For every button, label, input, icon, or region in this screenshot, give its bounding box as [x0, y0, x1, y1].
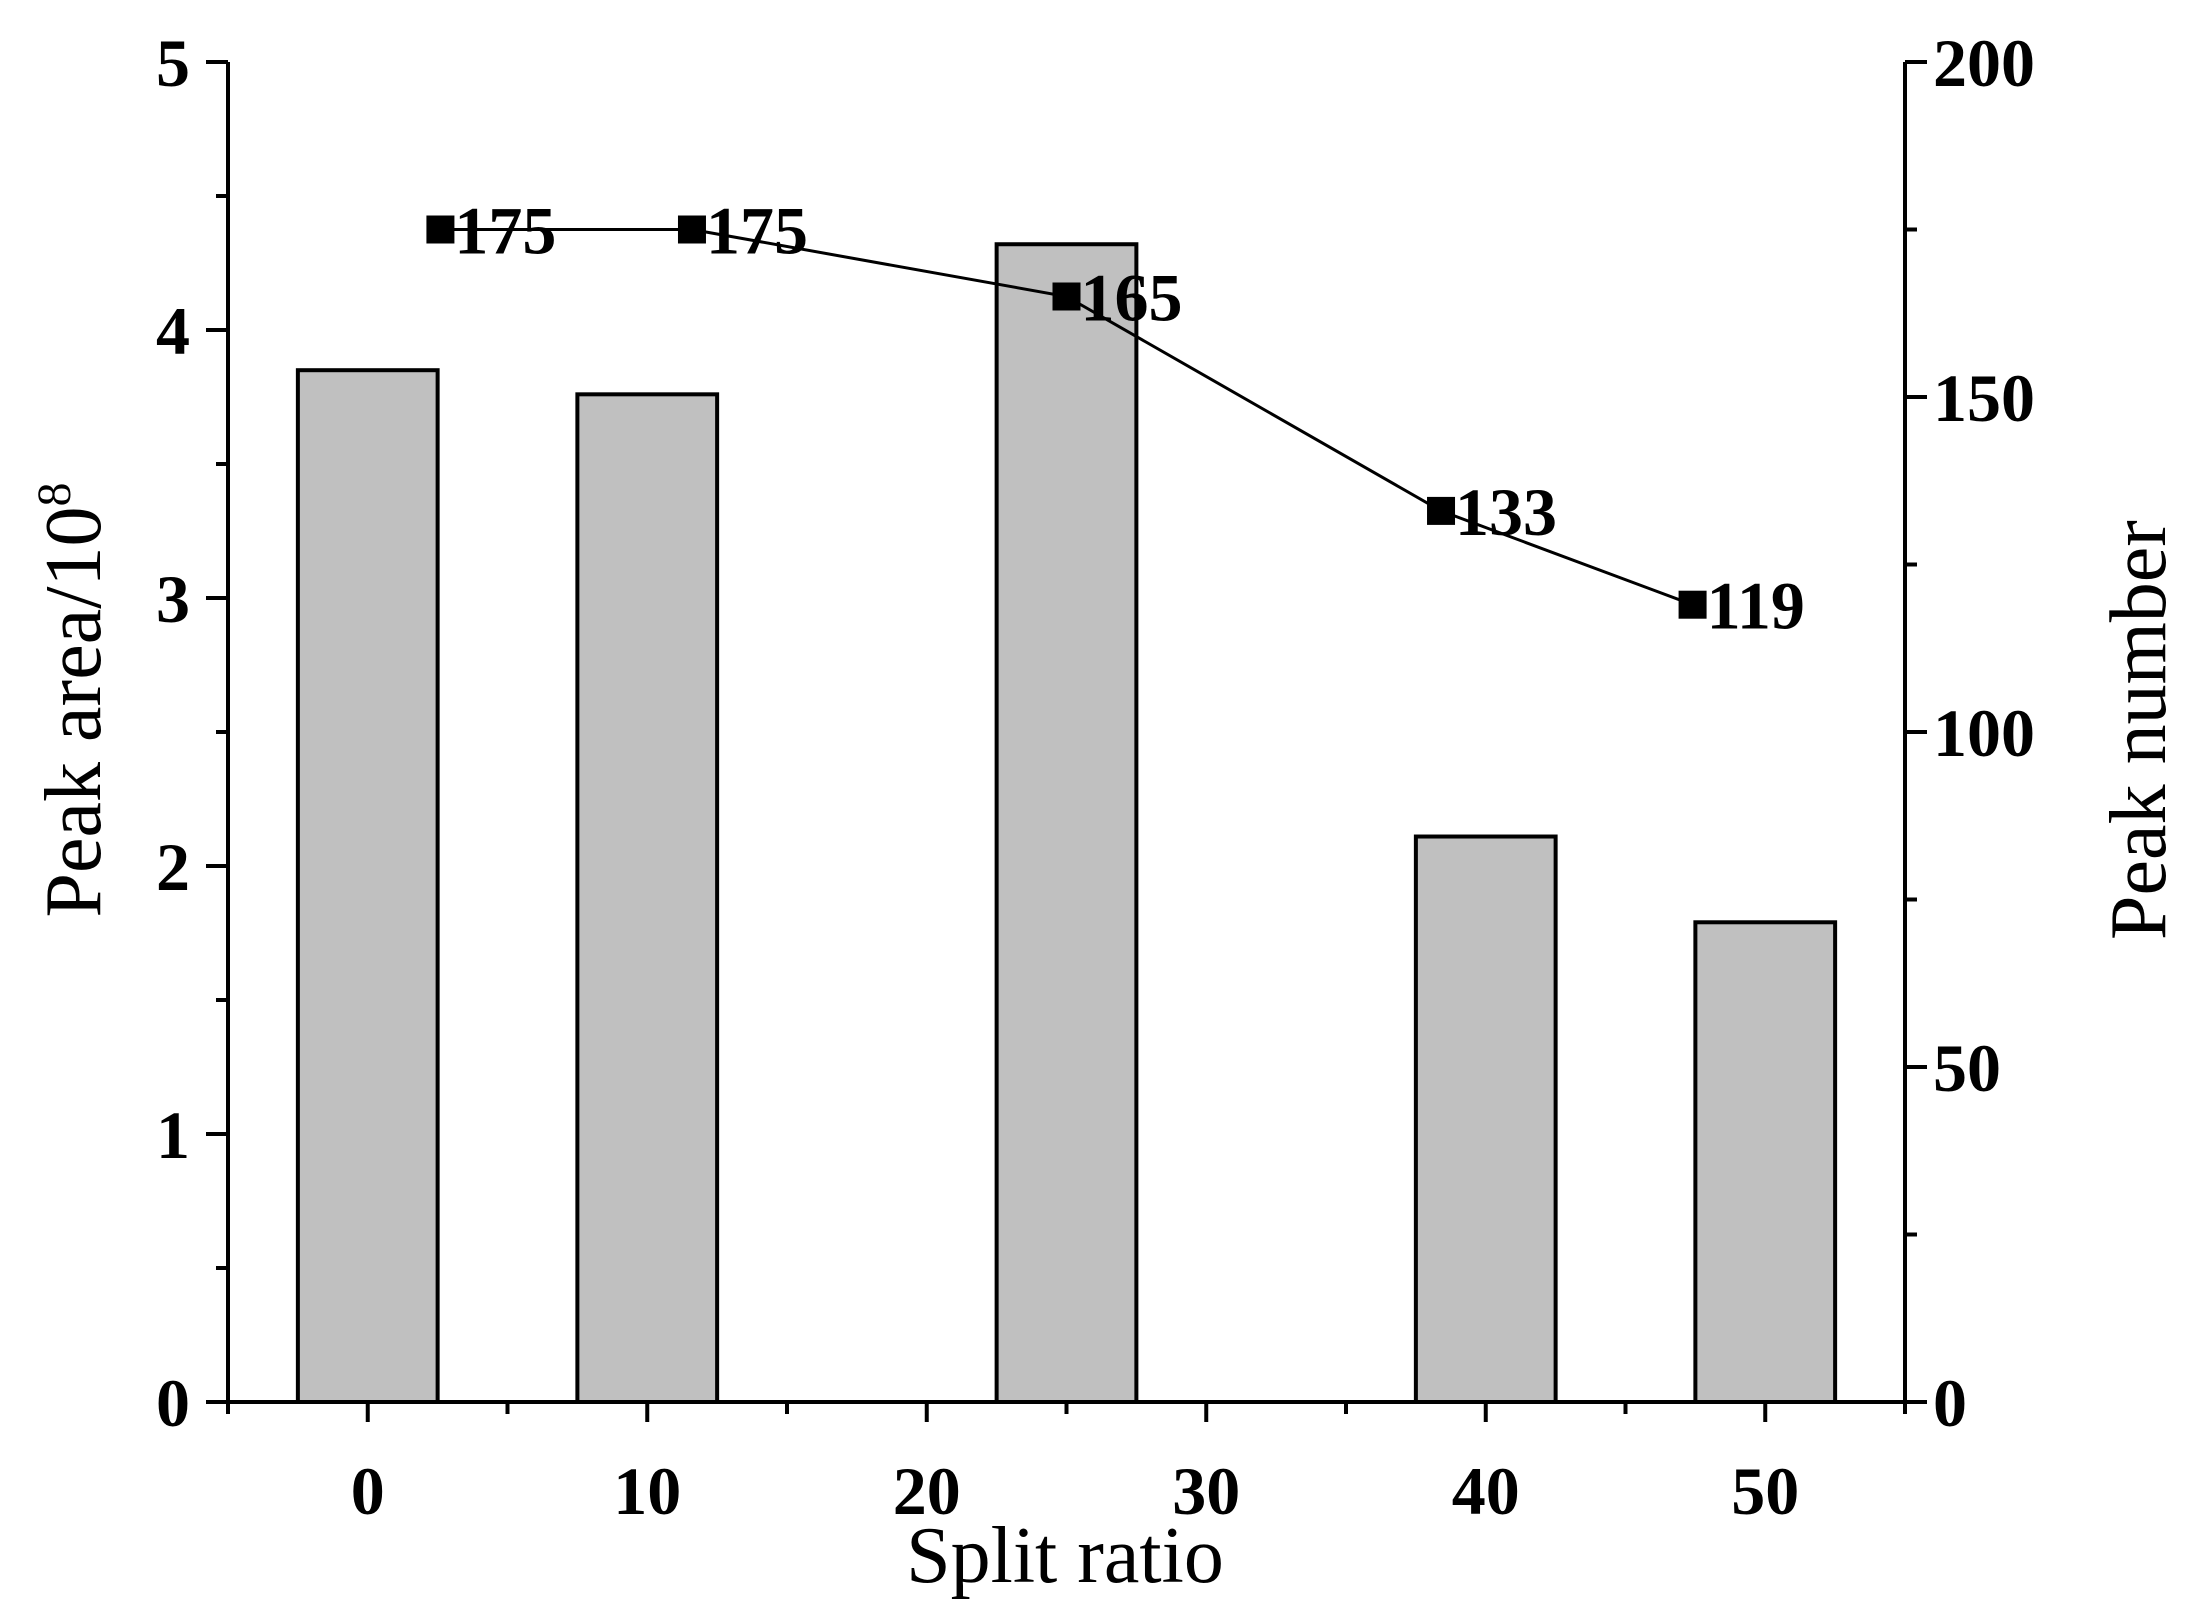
labels-layer: 175 175 165 133 119 — [454, 193, 1804, 644]
peak-number-label-0: 175 — [454, 193, 556, 269]
y-axis-left-title-text: Peak area/10 — [30, 507, 118, 918]
y-left-tick-label-4: 4 — [156, 293, 190, 369]
bar-25 — [994, 242, 1139, 1405]
bar-0 — [295, 368, 440, 1405]
bar-10 — [575, 392, 720, 1404]
peak-number-marker-3 — [1427, 496, 1456, 525]
y-right-tick-label-100: 100 — [1933, 695, 2035, 771]
y-right-tick-label-50: 50 — [1933, 1030, 2001, 1106]
x-axis-title: Split ratio — [906, 1512, 1224, 1600]
peak-number-marker-0 — [426, 215, 455, 244]
y-right-tick-label-150: 150 — [1933, 360, 2035, 436]
y-axis-right-title: Peak number — [2095, 520, 2183, 940]
x-tick-label-20: 20 — [893, 1453, 961, 1529]
x-tick-label-40: 40 — [1452, 1453, 1520, 1529]
x-tick-label-10: 10 — [613, 1453, 681, 1529]
y-axis-left-title-superscript: 8 — [28, 483, 81, 507]
y-axis-left-title: Peak area/108 — [28, 483, 118, 918]
peak-number-marker-1 — [677, 215, 706, 244]
y-left-tick-label-1: 1 — [156, 1097, 190, 1173]
peak-number-label-2: 165 — [1081, 260, 1183, 336]
peak-number-marker-4 — [1678, 590, 1707, 619]
peak-number-label-1: 175 — [706, 193, 808, 269]
peak-number-label-3: 133 — [1455, 474, 1557, 550]
bar-50 — [1693, 920, 1838, 1405]
y-left-tick-label-3: 3 — [156, 561, 190, 637]
peak-number-marker-2 — [1052, 282, 1081, 311]
y-right-tick-label-200: 200 — [1933, 25, 2035, 101]
peak-number-label-4: 119 — [1707, 568, 1805, 644]
bar-40 — [1413, 834, 1558, 1404]
x-tick-label-30: 30 — [1172, 1453, 1240, 1529]
x-tick-label-0: 0 — [351, 1453, 385, 1529]
y-right-tick-label-0: 0 — [1933, 1365, 1967, 1441]
x-tick-label-50: 50 — [1731, 1453, 1799, 1529]
bars-layer — [295, 242, 1838, 1405]
y-left-tick-label-0: 0 — [156, 1365, 190, 1441]
y-left-tick-label-2: 2 — [156, 829, 190, 905]
y-left-tick-label-5: 5 — [156, 25, 190, 101]
line-layer — [426, 215, 1707, 619]
